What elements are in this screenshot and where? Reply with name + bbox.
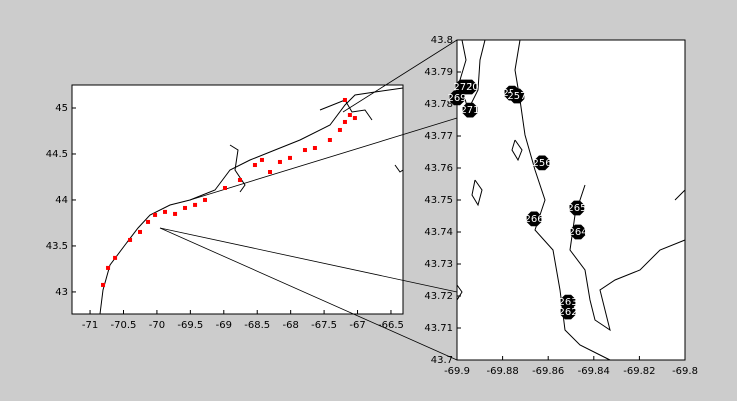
point xyxy=(277,159,282,164)
station-label: 271 xyxy=(460,105,479,116)
point xyxy=(252,163,257,168)
x-tick-label: -69.88 xyxy=(486,366,518,377)
point xyxy=(302,148,307,153)
y-tick-label: 43.5 xyxy=(46,241,68,252)
y-tick-label: 43.77 xyxy=(424,131,453,142)
x-tick-label: -69.86 xyxy=(532,366,564,377)
x-tick-label: -69.9 xyxy=(444,366,470,377)
coastline xyxy=(99,39,686,361)
x-tick-label: -66.5 xyxy=(378,320,404,331)
y-tick-label: 43.75 xyxy=(424,195,453,206)
x-tick-label: -68 xyxy=(282,320,298,331)
station-label: 256 xyxy=(532,158,551,169)
point xyxy=(138,229,143,234)
point xyxy=(287,155,292,160)
y-tick-label: 43.73 xyxy=(424,259,453,270)
point xyxy=(347,112,352,117)
station-marker xyxy=(462,102,478,118)
y-tick-label: 43 xyxy=(55,287,68,298)
x-tick-label: -69.82 xyxy=(623,366,655,377)
point xyxy=(183,205,188,210)
x-tick-label: -69 xyxy=(216,320,232,331)
point xyxy=(128,237,133,242)
x-tick-label: -69.8 xyxy=(672,366,698,377)
station-marker xyxy=(509,88,525,104)
station-label: 262 xyxy=(558,307,577,318)
point xyxy=(259,157,264,162)
point xyxy=(327,137,332,142)
station-label: 264 xyxy=(569,227,588,238)
y-tick-label: 44.5 xyxy=(46,149,68,160)
x-tick-label: -67.5 xyxy=(311,320,337,331)
station-marker xyxy=(570,224,586,240)
point xyxy=(203,197,208,202)
point xyxy=(337,127,342,132)
point xyxy=(163,209,168,214)
point xyxy=(342,97,347,102)
station-marker xyxy=(569,200,585,216)
station-marker xyxy=(449,90,465,106)
station-label: 263 xyxy=(558,297,577,308)
station-marker xyxy=(534,155,550,171)
y-tick-label: 43.78 xyxy=(424,99,453,110)
point xyxy=(193,202,198,207)
y-tick-label: 43.79 xyxy=(424,67,453,78)
point xyxy=(173,211,178,216)
point xyxy=(146,219,151,224)
point xyxy=(352,116,357,121)
point xyxy=(237,178,242,183)
x-tick-label: -67 xyxy=(349,320,365,331)
point xyxy=(101,282,106,287)
x-tick-label: -70 xyxy=(149,320,165,331)
station-label: 266 xyxy=(525,214,544,225)
point xyxy=(222,186,227,191)
station-label: 265 xyxy=(567,203,586,214)
station-label: 257 xyxy=(507,91,526,102)
plots: -71 -70.5 -70 -69.5 -69 -68.5 -68 -67.5 -67 -66.5… xyxy=(46,35,698,377)
y-tick-label: 43.7 xyxy=(431,355,453,366)
y-tick-label: 43.74 xyxy=(424,227,453,238)
station-marker xyxy=(560,304,576,320)
station-label: 269 xyxy=(447,93,466,104)
point xyxy=(106,265,111,270)
y-tick-label: 43.8 xyxy=(431,35,453,46)
point xyxy=(153,212,158,217)
point xyxy=(342,119,347,124)
y-tick-label: 43.71 xyxy=(424,323,453,334)
x-tick-label: -68.5 xyxy=(244,320,270,331)
left-axes xyxy=(71,84,404,315)
x-tick-label: -70.5 xyxy=(111,320,137,331)
x-tick-label: -71 xyxy=(82,320,98,331)
station-marker xyxy=(526,211,542,227)
station-label: 272 xyxy=(453,82,472,93)
y-tick-label: 44 xyxy=(55,195,68,206)
zoom-connectors xyxy=(159,39,458,361)
point xyxy=(267,170,272,175)
y-tick-label: 45 xyxy=(55,103,68,114)
x-tick-label: -69.5 xyxy=(177,320,203,331)
point xyxy=(113,255,118,260)
x-tick-label: -69.84 xyxy=(578,366,610,377)
y-tick-label: 43.76 xyxy=(424,163,453,174)
point xyxy=(312,145,317,150)
y-tick-label: 43.72 xyxy=(424,291,453,302)
